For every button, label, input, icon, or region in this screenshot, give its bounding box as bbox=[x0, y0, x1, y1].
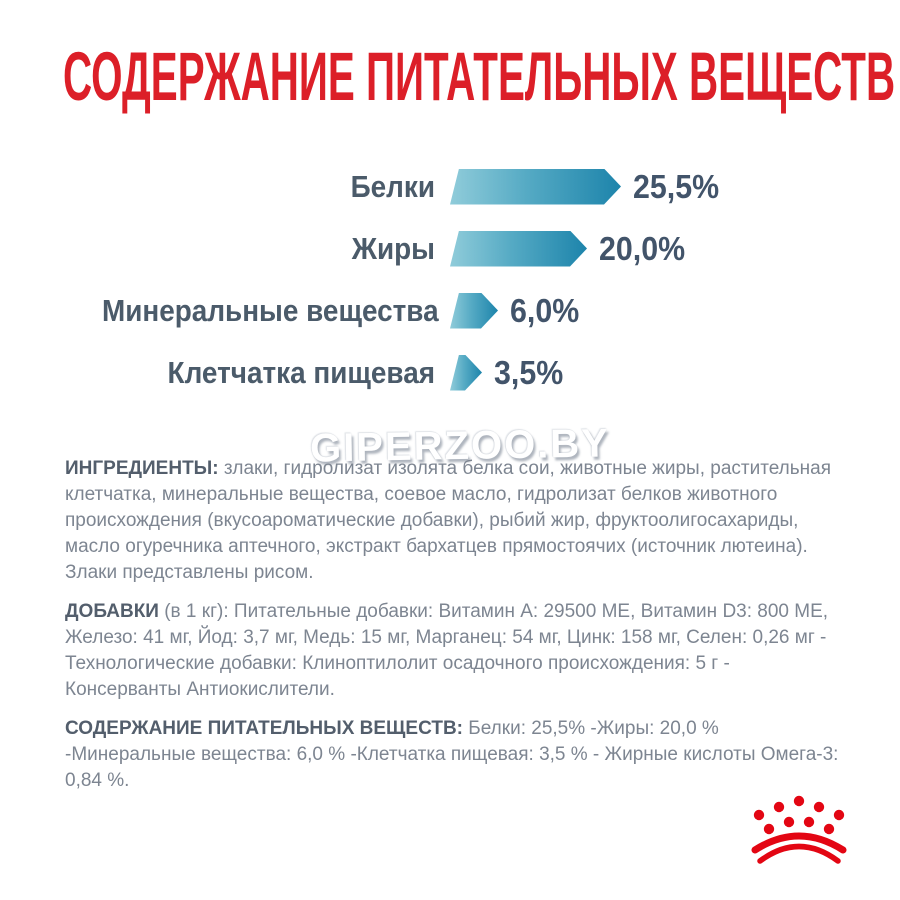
nutrient-bar-chart: Белки 25,5% Жиры 20,0% Минеральные вещества 6… bbox=[65, 168, 855, 416]
crown-arcs bbox=[751, 832, 847, 864]
chart-value-label: 3,5% bbox=[494, 353, 564, 391]
chart-bar bbox=[450, 231, 587, 267]
page-title: СОДЕРЖАНИЕ ПИТАТЕЛЬНЫХ ВЕЩЕСТВ bbox=[63, 38, 896, 115]
chart-value-label: 25,5% bbox=[633, 167, 720, 205]
chart-bar bbox=[450, 355, 482, 391]
chart-row: Клетчатка пищевая 3,5% bbox=[65, 354, 855, 391]
royal-canin-crown-logo bbox=[751, 795, 847, 864]
chart-category-label: Минеральные вещества bbox=[102, 292, 439, 328]
additives-label: ДОБАВКИ bbox=[65, 601, 159, 622]
chart-row: Жиры 20,0% bbox=[65, 230, 855, 267]
additives-label-suffix: (в 1 кг): bbox=[158, 601, 234, 622]
analysis-text: Белки: 25,5% -Жиры: 20,0 % -Минеральные … bbox=[65, 718, 839, 791]
chart-row: Минеральные вещества 6,0% bbox=[65, 292, 855, 329]
crown-dots bbox=[753, 795, 845, 835]
chart-category-label: Клетчатка пищевая bbox=[167, 354, 435, 390]
additives-text: Питательные добавки: Витамин A: 29500 МЕ… bbox=[65, 601, 829, 700]
ingredients-label: ИНГРЕДИЕНТЫ: bbox=[65, 458, 219, 479]
analysis-label: СОДЕРЖАНИЕ ПИТАТЕЛЬНЫХ ВЕЩЕСТВ: bbox=[65, 718, 463, 739]
chart-category-label: Белки bbox=[350, 168, 435, 204]
ingredients-paragraph: ИНГРЕДИЕНТЫ: злаки, гидролизат изолята б… bbox=[65, 456, 845, 586]
analysis-paragraph: СОДЕРЖАНИЕ ПИТАТЕЛЬНЫХ ВЕЩЕСТВ: Белки: 2… bbox=[65, 716, 845, 794]
additives-paragraph: ДОБАВКИ (в 1 кг): Питательные добавки: В… bbox=[65, 599, 845, 703]
chart-value-label: 6,0% bbox=[510, 291, 580, 329]
ingredients-text: злаки, гидролизат изолята белка сои, жив… bbox=[65, 458, 831, 583]
info-text: ИНГРЕДИЕНТЫ: злаки, гидролизат изолята б… bbox=[65, 456, 845, 807]
chart-row: Белки 25,5% bbox=[65, 168, 855, 205]
chart-category-label: Жиры bbox=[351, 230, 435, 266]
chart-bar bbox=[450, 169, 621, 205]
chart-bar bbox=[450, 293, 498, 329]
chart-value-label: 20,0% bbox=[599, 229, 686, 267]
